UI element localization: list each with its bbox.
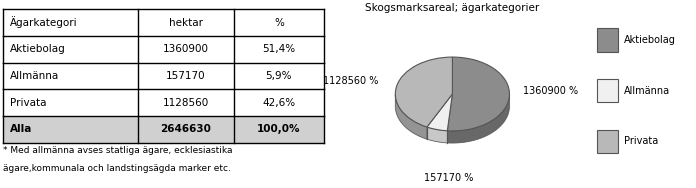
Text: 51,4%: 51,4%	[262, 44, 295, 54]
Bar	[597, 130, 619, 153]
Text: 100,0%: 100,0%	[257, 124, 301, 134]
Text: Aktiebolag: Aktiebolag	[10, 44, 65, 54]
Text: 1128560 %: 1128560 %	[323, 76, 379, 86]
Polygon shape	[395, 95, 427, 139]
Text: hektar: hektar	[169, 17, 203, 27]
Text: Privata: Privata	[10, 98, 47, 108]
Polygon shape	[395, 94, 509, 143]
Text: Ägarkategori: Ägarkategori	[10, 17, 77, 29]
Text: Alla: Alla	[10, 124, 32, 134]
Text: Privata: Privata	[624, 136, 658, 146]
Text: 5,9%: 5,9%	[266, 71, 292, 81]
Text: 1360900: 1360900	[163, 44, 209, 54]
Wedge shape	[395, 57, 452, 127]
Bar	[3, 116, 324, 143]
Bar	[597, 79, 619, 102]
Text: 157170: 157170	[166, 71, 206, 81]
Text: 157170 %: 157170 %	[425, 173, 474, 183]
Text: 1128560: 1128560	[163, 98, 209, 108]
Wedge shape	[448, 57, 509, 131]
Text: Allmänna: Allmänna	[624, 86, 670, 96]
Text: 42,6%: 42,6%	[262, 98, 295, 108]
Text: ägare,kommunala och landstingsägda marker etc.: ägare,kommunala och landstingsägda marke…	[3, 164, 231, 173]
Text: Allmänna: Allmänna	[10, 71, 59, 81]
Text: Aktiebolag: Aktiebolag	[624, 35, 677, 45]
Text: * Med allmänna avses statliga ägare, ecklesiastika: * Med allmänna avses statliga ägare, eck…	[3, 146, 233, 155]
Polygon shape	[427, 127, 448, 143]
Text: 2646630: 2646630	[161, 124, 212, 134]
Polygon shape	[448, 94, 509, 143]
Wedge shape	[427, 94, 452, 131]
Text: %: %	[274, 17, 284, 27]
Text: 1360900 %: 1360900 %	[523, 86, 578, 96]
Bar	[597, 28, 619, 52]
Text: Skogsmarksareal; ägarkategorier: Skogsmarksareal; ägarkategorier	[365, 3, 539, 13]
